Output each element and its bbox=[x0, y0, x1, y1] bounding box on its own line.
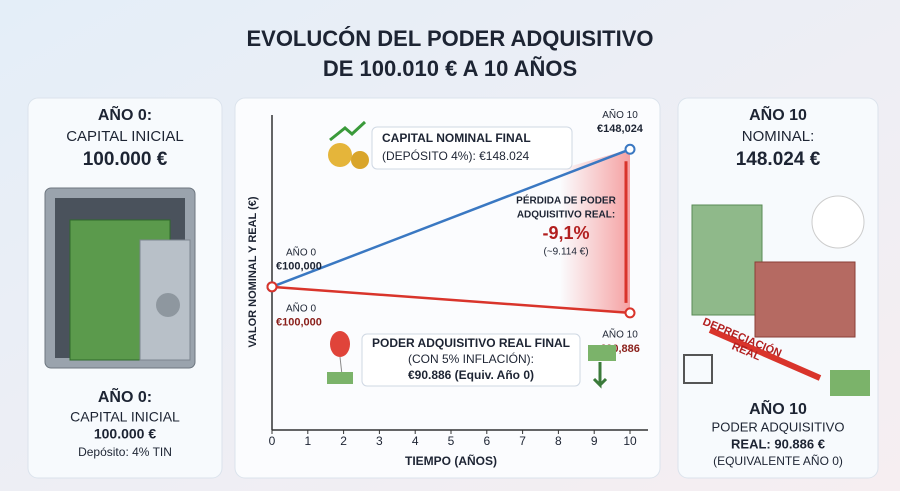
panel-subheading: NOMINAL: bbox=[742, 128, 815, 145]
value-label: €100,000 bbox=[276, 261, 322, 273]
annotation-title: CAPITAL NOMINAL FINAL bbox=[382, 131, 531, 145]
x-axis-label: TIEMPO (AÑOS) bbox=[405, 453, 497, 468]
loss-label: ADQUISITIVO REAL: bbox=[517, 210, 615, 221]
annotation-text: €90.886 (Equiv. Año 0) bbox=[408, 368, 534, 382]
title: EVOLUCÓN DEL PODER ADQUISITIVO bbox=[246, 26, 653, 51]
data-point bbox=[266, 281, 278, 293]
x-tick-label: 10 bbox=[623, 434, 637, 448]
x-tick-label: 0 bbox=[269, 434, 276, 448]
money-stacks-icon bbox=[683, 195, 870, 396]
annotation-box bbox=[371, 126, 573, 170]
annotation-text: (DEPÓSITO 4%): €148.024 bbox=[382, 148, 530, 163]
y-axis-label: VALOR NOMINAL Y REAL (€) bbox=[247, 196, 259, 348]
panel-note: Depósito: 4% TIN bbox=[78, 445, 172, 459]
panel-text: PODER ADQUISITIVO bbox=[712, 419, 845, 434]
coins-icon bbox=[328, 120, 369, 169]
value-label: €148,024 bbox=[597, 123, 644, 135]
loss-percent: -9,1% bbox=[542, 223, 589, 243]
x-tick-label: 5 bbox=[448, 434, 455, 448]
panel-heading: AÑO 10 bbox=[749, 398, 807, 418]
balloon-icon bbox=[327, 331, 353, 384]
point-label: AÑO 0 bbox=[286, 301, 316, 314]
title: DE 100.010 € A 10 AÑOS bbox=[323, 56, 577, 81]
panel-text: (EQUIVALENTE AÑO 0) bbox=[713, 454, 843, 468]
annotation-text: (CON 5% INFLACIÓN): bbox=[408, 351, 534, 366]
panel-subheading: CAPITAL INICIAL bbox=[70, 409, 180, 425]
panel-amount: 148.024 € bbox=[736, 149, 821, 170]
panel-heading: AÑO 10 bbox=[749, 104, 807, 124]
panel-heading: AÑO 0: bbox=[98, 104, 152, 124]
x-tick-label: 7 bbox=[519, 434, 526, 448]
loss-label: PÉRDIDA DE PODER bbox=[516, 194, 616, 207]
plot: 0 1 2 3 4 5 6 7 8 9 10 AÑO 0 €100,000 AÑO 10 €148,024 A… bbox=[266, 108, 648, 448]
data-point bbox=[624, 143, 636, 155]
point-label: AÑO 0 bbox=[286, 245, 316, 258]
safe-icon bbox=[44, 187, 196, 369]
x-tick-label: 8 bbox=[555, 434, 562, 448]
x-tick-label: 9 bbox=[591, 434, 598, 448]
annotation-title: PODER ADQUISITIVO REAL FINAL bbox=[372, 336, 570, 350]
x-tick-label: 3 bbox=[376, 434, 383, 448]
series-line bbox=[271, 148, 631, 288]
x-tick-label: 2 bbox=[340, 434, 347, 448]
point-label: AÑO 10 bbox=[602, 108, 638, 121]
money-down-icon bbox=[588, 345, 616, 389]
panel-amount: 100.000 € bbox=[94, 426, 156, 442]
panel-subheading: CAPITAL INICIAL bbox=[66, 128, 184, 145]
panel-text: REAL: 90.886 € bbox=[731, 436, 825, 451]
x-tick-label: 6 bbox=[483, 434, 490, 448]
point-label: AÑO 10 bbox=[602, 328, 638, 341]
panel-amount: 100.000 € bbox=[83, 149, 168, 170]
data-point bbox=[624, 307, 636, 319]
x-tick-label: 4 bbox=[412, 434, 419, 448]
x-tick-label: 1 bbox=[304, 434, 311, 448]
loss-area bbox=[560, 149, 630, 313]
depreciation-arrow bbox=[708, 327, 822, 381]
series-line bbox=[271, 285, 631, 315]
panel-heading: AÑO 0: bbox=[98, 386, 152, 406]
annotation-box bbox=[361, 333, 581, 387]
value-label: €100,000 bbox=[276, 317, 322, 329]
loss-amount: (~9.114 €) bbox=[543, 247, 588, 258]
